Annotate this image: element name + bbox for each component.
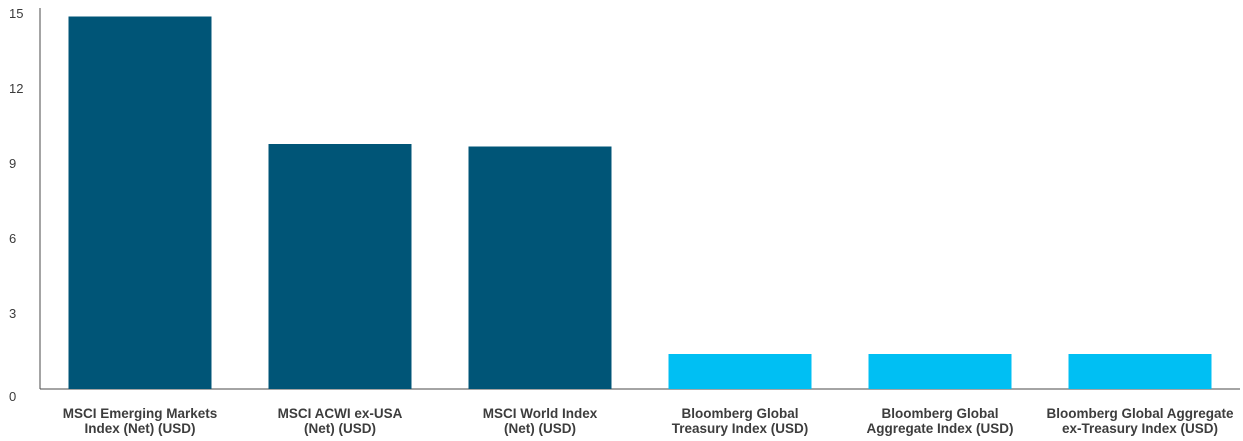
x-tick-label: Bloomberg Global Aggregate Index (USD) xyxy=(866,406,1013,436)
y-tick-label: 15 xyxy=(9,6,23,21)
x-tick-label: MSCI World Index (Net) (USD) xyxy=(483,406,598,436)
x-tick-label: Bloomberg Global Treasury Index (USD) xyxy=(672,406,809,436)
y-tick-label: 3 xyxy=(9,306,16,321)
bar xyxy=(468,146,612,389)
y-tick-label: 12 xyxy=(9,81,23,96)
bar xyxy=(1068,354,1212,389)
bar xyxy=(68,16,212,389)
x-tick-label: MSCI ACWI ex-USA (Net) (USD) xyxy=(278,406,403,436)
x-tick-labels: MSCI Emerging Markets Index (Net) (USD) MS… xyxy=(63,406,1234,436)
axes xyxy=(39,8,1240,390)
y-tick-labels: 0 3 6 9 12 15 xyxy=(9,6,23,404)
bar xyxy=(868,354,1012,389)
bar xyxy=(268,144,412,389)
bar xyxy=(668,354,812,389)
y-tick-label: 6 xyxy=(9,231,16,246)
x-tick-label: Bloomberg Global Aggregate ex-Treasury In… xyxy=(1046,406,1234,436)
bars xyxy=(68,16,1212,389)
x-tick-label: MSCI Emerging Markets Index (Net) (USD) xyxy=(63,406,218,436)
y-tick-label: 9 xyxy=(9,156,16,171)
y-tick-label: 0 xyxy=(9,389,16,404)
